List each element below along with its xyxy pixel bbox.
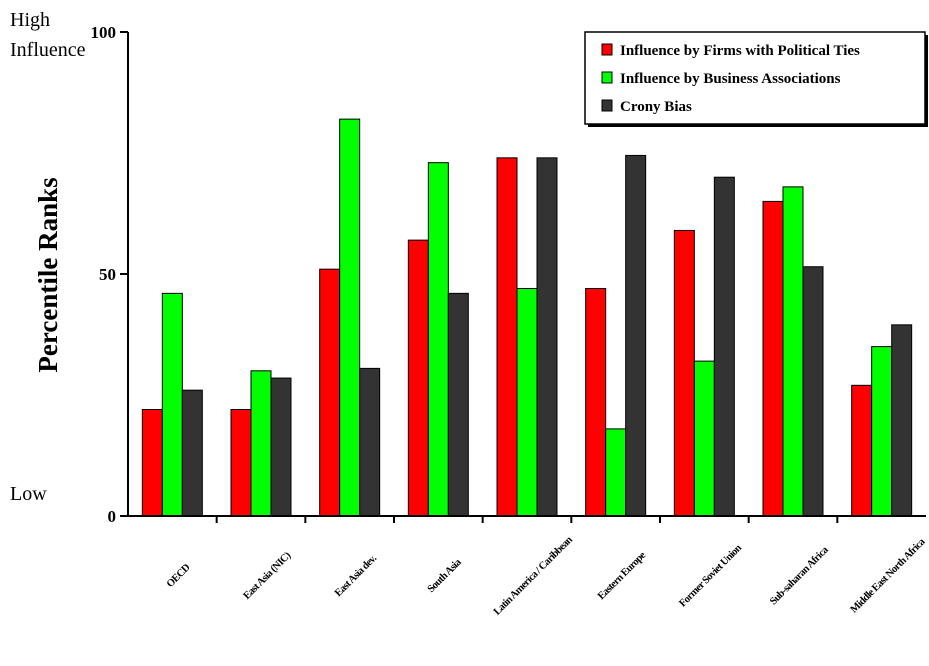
- bar-1-8: [762, 200, 784, 517]
- plot-area: [141, 118, 913, 517]
- bar-3-3: [359, 367, 381, 517]
- y-tick-label: 0: [108, 507, 117, 526]
- legend-swatch: [601, 43, 613, 56]
- bar-2-9: [871, 346, 893, 517]
- corner-labels: High Influence Low: [10, 9, 86, 505]
- bar-1-9: [851, 384, 873, 517]
- bar-3-2: [270, 377, 292, 517]
- legend-swatch: [601, 71, 613, 84]
- bar-1-4: [407, 239, 429, 517]
- bar-1-5: [496, 157, 518, 517]
- bar-2-6: [605, 428, 627, 517]
- category-label: South Asia: [426, 556, 465, 595]
- bar-2-3: [339, 118, 361, 517]
- legend-label: Influence by Firms with Political Ties: [620, 43, 860, 59]
- y-tick-label: 50: [99, 265, 116, 284]
- y-tick-label: 100: [91, 23, 117, 42]
- legend: Influence by Firms with Political Ties In…: [584, 31, 928, 127]
- bar-2-5: [516, 288, 538, 517]
- bar-1-6: [585, 288, 607, 517]
- bar-2-8: [782, 186, 804, 517]
- bar-3-7: [713, 176, 735, 517]
- bar-1-2: [230, 409, 252, 517]
- category-label: East Asia dev.: [333, 553, 379, 599]
- bar-3-8: [802, 266, 824, 517]
- bar-2-4: [427, 162, 449, 517]
- bar-2-7: [693, 360, 715, 517]
- y-high-label-line2: Influence: [10, 39, 86, 61]
- bar-3-5: [536, 157, 558, 517]
- bar-1-3: [319, 268, 341, 517]
- bar-2-1: [161, 292, 183, 517]
- category-label: East Asia (NIC): [242, 550, 294, 602]
- legend-box: [584, 31, 926, 125]
- category-label: Eastern Europe: [596, 550, 648, 602]
- y-axis-label: Percentile Ranks: [33, 177, 63, 372]
- legend-swatch: [601, 99, 613, 112]
- bar-1-7: [673, 229, 695, 517]
- bar-3-6: [625, 154, 647, 517]
- legend-label: Influence by Business Associations: [620, 71, 841, 87]
- y-low-label: Low: [10, 483, 47, 505]
- y-high-label-line1: High: [10, 9, 50, 31]
- category-label: Middle East North Africa: [849, 536, 929, 616]
- bar-1-1: [141, 409, 163, 517]
- category-label: Latin America / Caribbean: [492, 534, 575, 617]
- bar-3-4: [447, 292, 469, 517]
- category-label: OECD: [165, 562, 193, 590]
- bar-3-1: [181, 389, 203, 517]
- bar-3-9: [891, 324, 913, 517]
- category-label: Sub-saharan Africa: [768, 544, 831, 607]
- legend-label: Crony Bias: [620, 99, 692, 115]
- category-label: Former Soviet Union: [677, 543, 744, 610]
- bar-2-2: [250, 370, 272, 517]
